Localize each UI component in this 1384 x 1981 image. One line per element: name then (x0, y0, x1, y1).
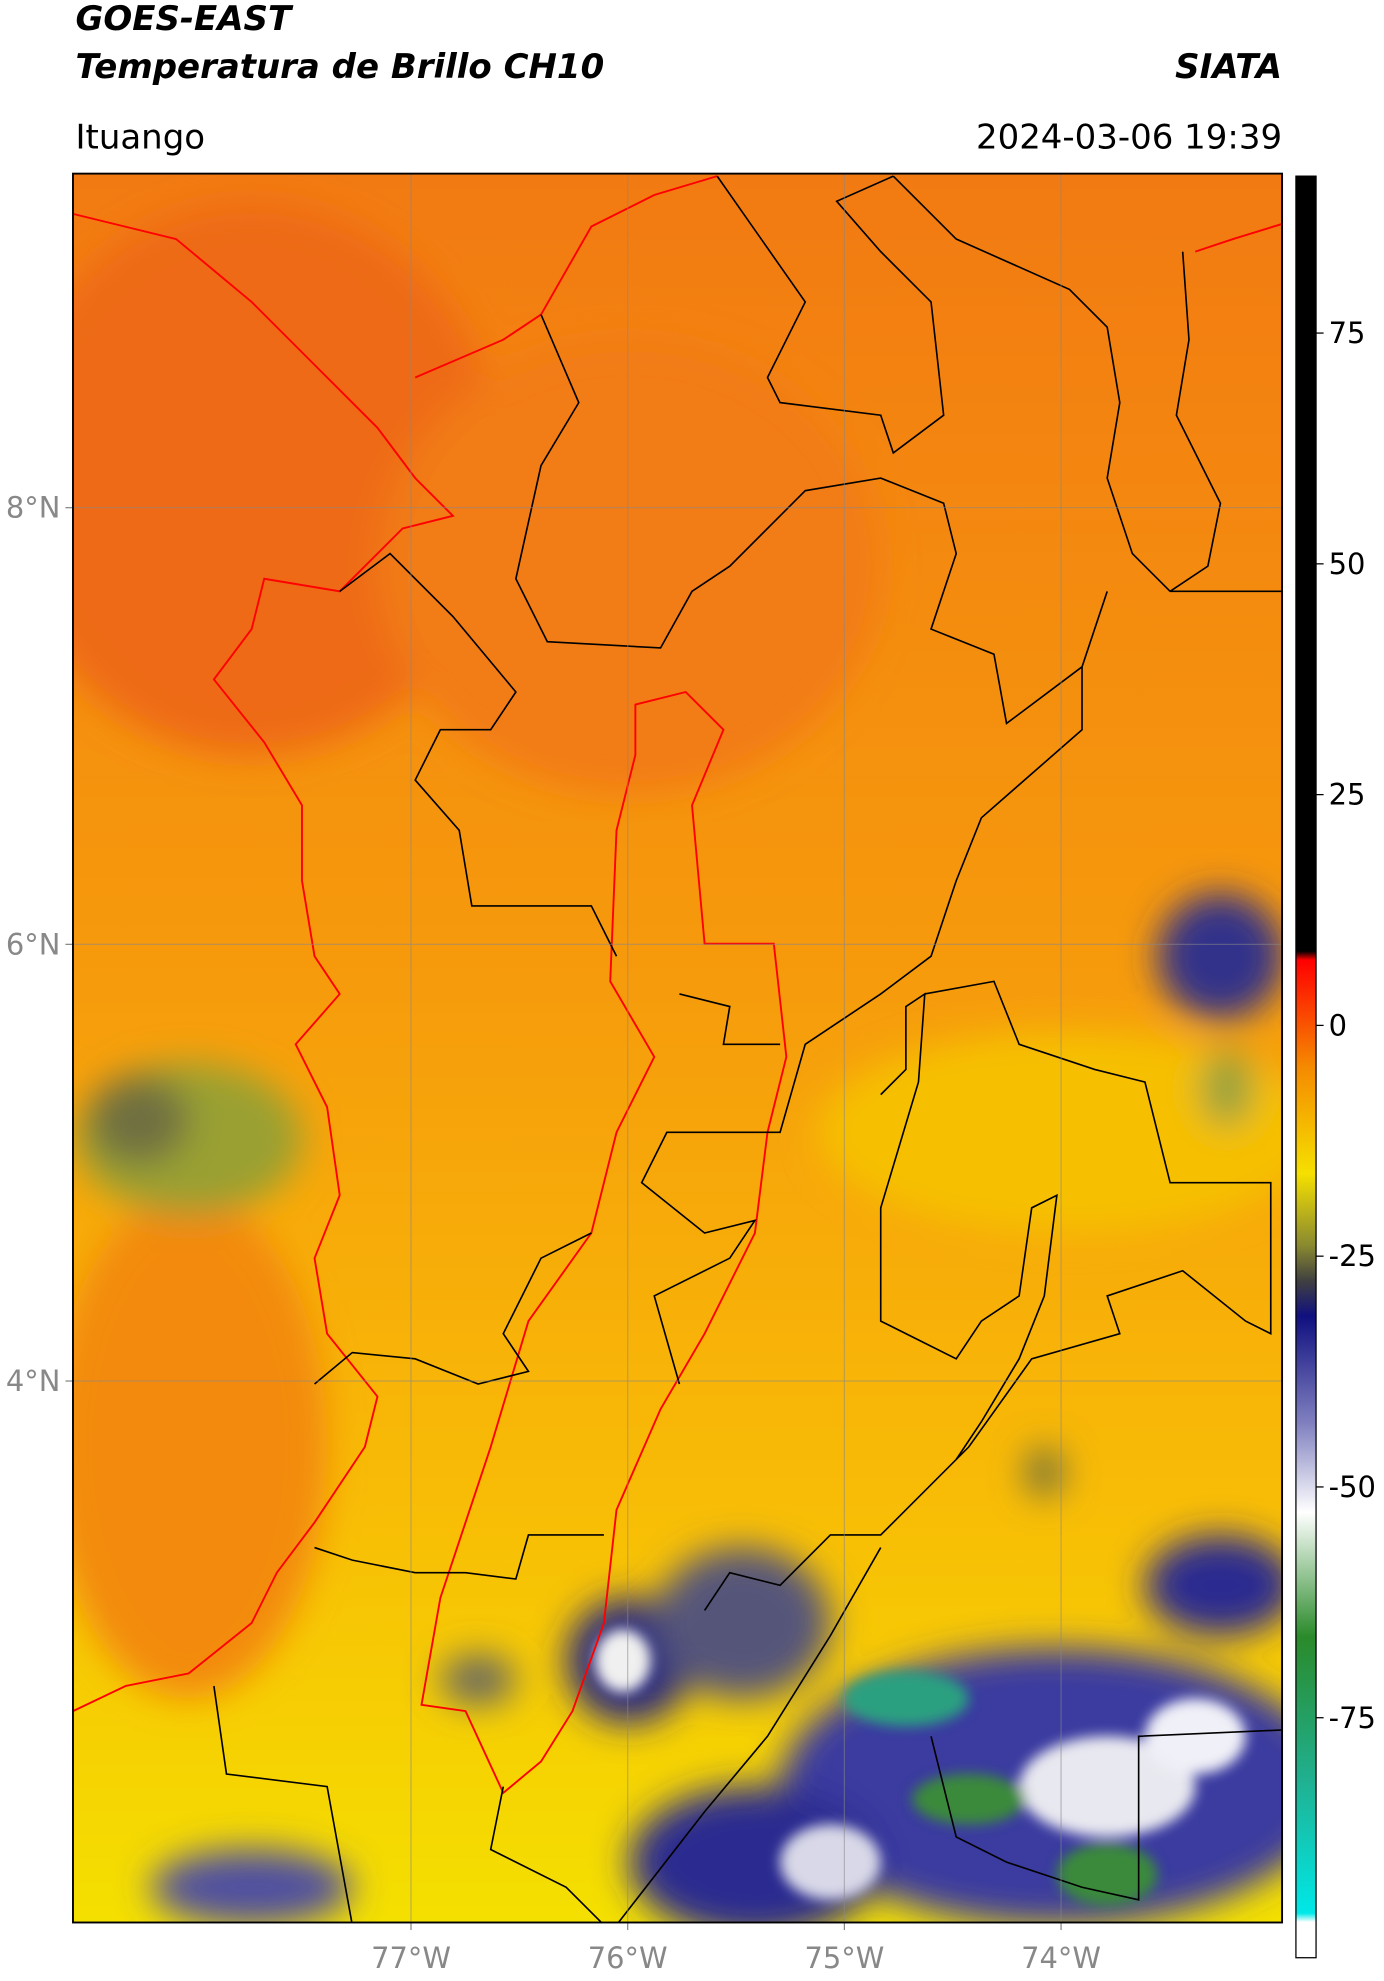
colorbar-tick-label: -75 (1329, 1701, 1376, 1735)
datetime: 2024-03-06 19:39 (976, 117, 1282, 157)
x-tick-label: 77°W (371, 1941, 451, 1975)
y-tick-label: 4°N (6, 1364, 61, 1398)
labels: 77°W 76°W 75°W 74°W 8°N 6°N 4°N 75 50 25 0 -25 -50 -7… (6, 316, 1376, 1975)
location: Ituango (75, 117, 205, 157)
colorbar (1295, 175, 1317, 1959)
x-tick-label: 75°W (804, 1941, 884, 1975)
title: GOES-EAST (75, 0, 293, 39)
x-tick-label: 74°W (1021, 1941, 1101, 1975)
colorbar-tick-label: -25 (1329, 1239, 1376, 1273)
y-tick-label: 6°N (6, 927, 61, 961)
colorbar-tick-label: 50 (1329, 547, 1366, 581)
map-image (72, 173, 1283, 1923)
colorbar-tick-label: 0 (1329, 1008, 1347, 1042)
graticule (65, 173, 1283, 1931)
colorbar-tick-label: 75 (1329, 316, 1366, 350)
source: SIATA (1175, 47, 1282, 87)
subtitle: Temperatura de Brillo CH10 (75, 47, 604, 87)
x-tick-label: 76°W (588, 1941, 668, 1975)
colorbar-tick-label: 25 (1329, 778, 1366, 812)
colorbar-tick-label: -50 (1329, 1470, 1376, 1504)
map-frame (72, 172, 1284, 1924)
y-tick-label: 8°N (6, 491, 61, 525)
